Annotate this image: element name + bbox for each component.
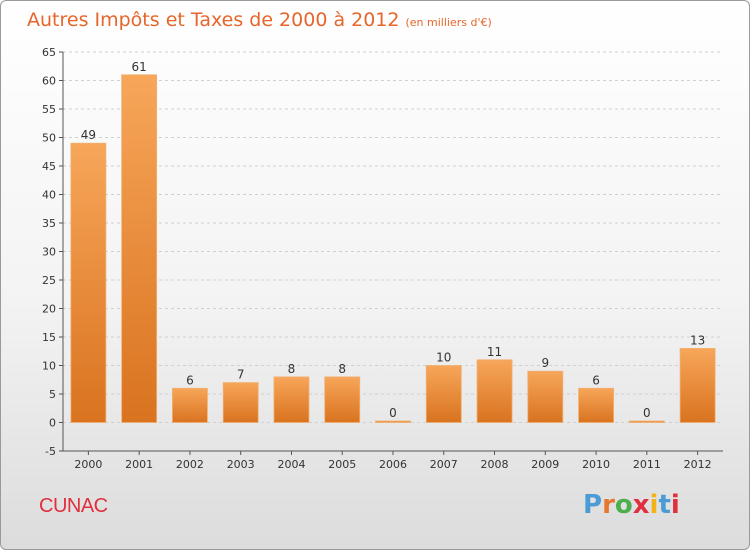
bar-2006 xyxy=(375,420,411,423)
logo-letter: i xyxy=(649,490,659,520)
x-tick-label-2004: 2004 xyxy=(277,458,305,471)
bar-2010 xyxy=(578,387,614,423)
value-label-2005: 8 xyxy=(338,362,346,376)
bar-2002 xyxy=(172,387,208,423)
bar-2009 xyxy=(527,370,564,423)
value-label-2008: 11 xyxy=(487,345,502,359)
value-label-2004: 8 xyxy=(288,362,296,376)
bar-2003 xyxy=(222,382,259,423)
x-tick-label-2010: 2010 xyxy=(582,458,610,471)
y-tick-label: -5 xyxy=(45,445,56,458)
y-tick-label: 60 xyxy=(42,75,56,88)
y-tick-label: 50 xyxy=(42,132,56,145)
y-tick-label: 25 xyxy=(42,274,56,287)
logo-letter: P xyxy=(583,490,603,520)
x-tick-label-2005: 2005 xyxy=(328,458,356,471)
y-tick-label: 5 xyxy=(49,388,56,401)
value-label-2010: 6 xyxy=(592,373,600,387)
logo-letter: o xyxy=(614,490,633,520)
chart-title: Autres Impôts et Taxes de 2000 à 2012 (en… xyxy=(27,9,492,31)
value-label-2012: 13 xyxy=(690,333,705,347)
proxiti-logo: Proxiti xyxy=(583,490,680,520)
x-tick-label-2008: 2008 xyxy=(481,458,509,471)
commune-name: CUNAC xyxy=(39,495,108,517)
value-label-2009: 9 xyxy=(541,356,549,370)
logo-letter: x xyxy=(632,490,650,520)
value-label-2003: 7 xyxy=(237,368,245,382)
bars xyxy=(70,74,716,423)
y-tick-label: 0 xyxy=(49,417,56,430)
value-label-2006: 0 xyxy=(389,406,397,420)
bar-2008 xyxy=(476,359,513,423)
x-tick-label-2006: 2006 xyxy=(379,458,407,471)
bar-2005 xyxy=(324,376,361,423)
x-tick-label-2012: 2012 xyxy=(684,458,712,471)
y-tick-label: 55 xyxy=(42,103,56,116)
grid-lines xyxy=(63,51,723,452)
bar-2000 xyxy=(70,142,107,423)
value-label-2001: 61 xyxy=(132,60,147,74)
value-label-2002: 6 xyxy=(186,373,194,387)
y-axis: -5 0 5 10 15 20 25 30 35 40 45 50 55 60 65 xyxy=(42,46,64,458)
x-tick-label-2001: 2001 xyxy=(125,458,153,471)
bar-2012 xyxy=(679,347,716,423)
x-tick-label-2002: 2002 xyxy=(176,458,204,471)
y-tick-label: 20 xyxy=(42,303,56,316)
chart-title-text: Autres Impôts et Taxes de 2000 à 2012 xyxy=(27,9,400,31)
x-tick-label-2000: 2000 xyxy=(74,458,102,471)
logo-letter: t xyxy=(658,490,671,520)
value-label-2007: 10 xyxy=(436,351,451,365)
y-tick-label: 15 xyxy=(42,331,56,344)
bar-2011 xyxy=(628,420,665,423)
value-label-2000: 49 xyxy=(81,128,96,142)
logo-letter: i xyxy=(670,490,680,520)
x-tick-label-2009: 2009 xyxy=(531,458,559,471)
y-tick-label: 10 xyxy=(42,360,56,373)
x-tick-label-2007: 2007 xyxy=(430,458,458,471)
bar-2007 xyxy=(425,365,462,423)
chart-subtitle: (en milliers d'€) xyxy=(405,16,492,29)
x-tick-label-2003: 2003 xyxy=(227,458,255,471)
y-tick-label: 30 xyxy=(42,246,56,259)
value-labels: 49 61 6 7 8 8 0 10 11 9 6 0 13 xyxy=(81,60,706,420)
y-tick-label: 45 xyxy=(42,160,56,173)
y-tick-label: 65 xyxy=(42,46,56,59)
y-tick-label: 40 xyxy=(42,189,56,202)
bar-2001 xyxy=(121,74,158,423)
x-tick-label-2011: 2011 xyxy=(633,458,661,471)
y-tick-label: 35 xyxy=(42,217,56,230)
bar-2004 xyxy=(273,376,310,423)
value-label-2011: 0 xyxy=(643,406,651,420)
logo-letter: r xyxy=(602,490,615,520)
x-axis: 2000 2001 2002 2003 2004 2005 2006 2007 2008 2009… xyxy=(63,450,723,471)
